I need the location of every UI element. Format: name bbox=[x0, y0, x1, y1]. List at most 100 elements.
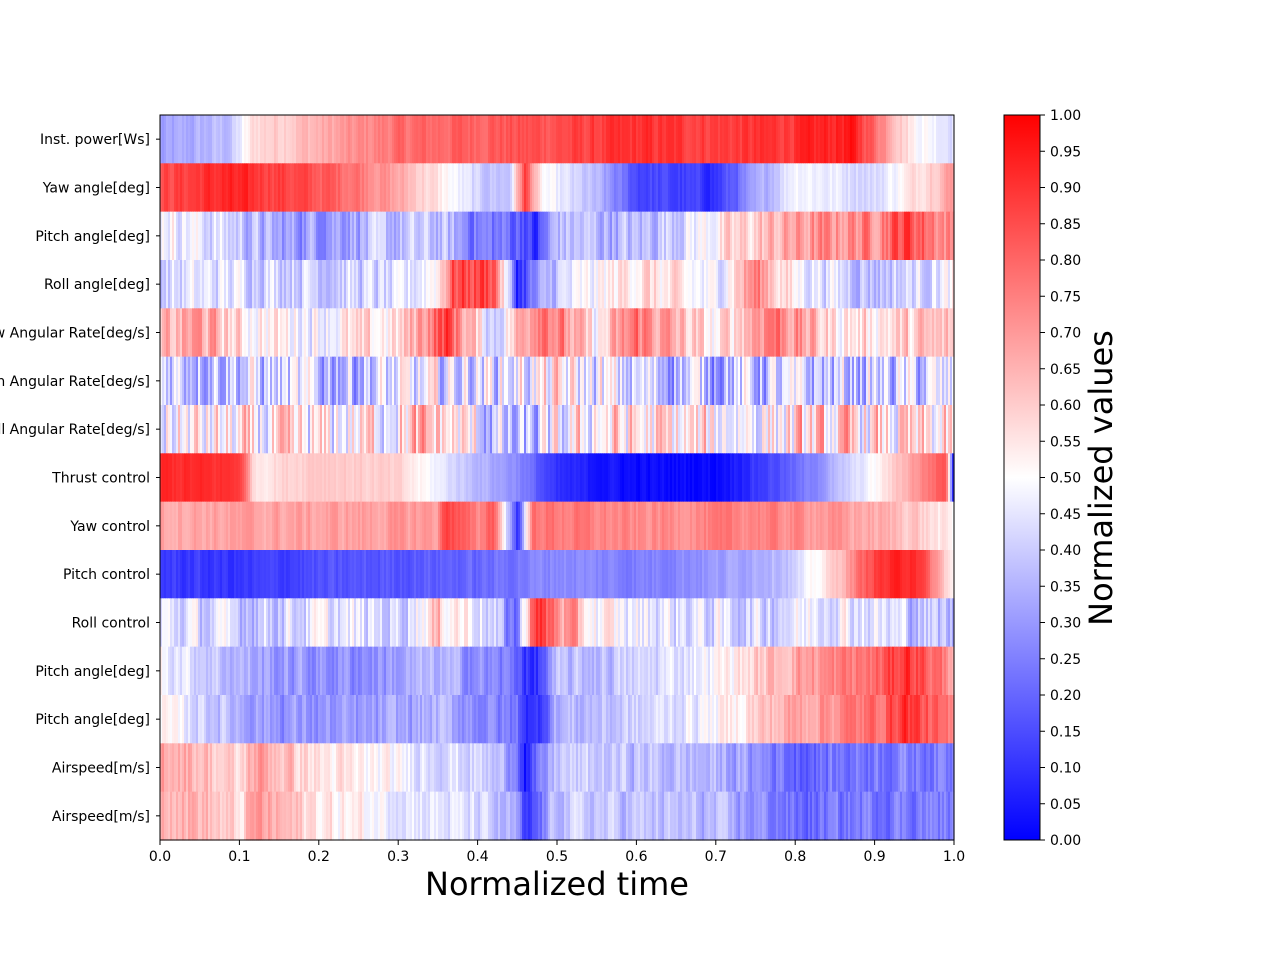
heatmap-cell bbox=[630, 308, 633, 358]
heatmap-cell bbox=[530, 405, 533, 454]
heatmap-cell bbox=[692, 501, 695, 551]
heatmap-cell bbox=[808, 405, 811, 454]
heatmap-cell bbox=[622, 598, 625, 648]
heatmap-cell bbox=[468, 501, 471, 551]
heatmap-cell bbox=[178, 115, 181, 164]
heatmap-cell bbox=[494, 405, 497, 454]
heatmap-cell bbox=[298, 598, 301, 648]
heatmap-cell bbox=[438, 163, 441, 213]
heatmap-cell bbox=[290, 308, 293, 358]
heatmap-cell bbox=[328, 356, 331, 406]
heatmap-cell bbox=[446, 453, 449, 503]
heatmap-cell bbox=[230, 308, 233, 358]
heatmap-cell bbox=[630, 453, 633, 503]
heatmap-cell bbox=[934, 211, 937, 261]
heatmap-cell bbox=[732, 598, 735, 648]
heatmap-cell bbox=[322, 550, 325, 599]
heatmap-cell bbox=[672, 453, 675, 503]
heatmap-cell bbox=[682, 115, 685, 164]
heatmap-cell bbox=[514, 405, 517, 454]
heatmap-cell bbox=[706, 115, 709, 164]
heatmap-cell bbox=[442, 211, 445, 261]
heatmap-cell bbox=[432, 501, 435, 551]
heatmap-cell bbox=[214, 453, 217, 503]
heatmap-cell bbox=[290, 115, 293, 164]
heatmap-cell bbox=[642, 163, 645, 213]
heatmap-cell bbox=[658, 260, 661, 309]
heatmap-cell bbox=[444, 211, 447, 261]
heatmap-cell bbox=[564, 211, 567, 261]
heatmap-cell bbox=[330, 550, 333, 599]
heatmap-cell bbox=[720, 163, 723, 213]
heatmap-cell bbox=[312, 598, 315, 648]
heatmap-cell bbox=[376, 163, 379, 213]
heatmap-cell bbox=[870, 163, 873, 213]
heatmap-cell bbox=[280, 646, 283, 696]
heatmap-cell bbox=[260, 115, 263, 164]
heatmap-cell bbox=[328, 598, 331, 648]
heatmap-cell bbox=[426, 260, 429, 309]
heatmap-cell bbox=[814, 405, 817, 454]
heatmap-cell bbox=[488, 646, 491, 696]
heatmap-cell bbox=[704, 163, 707, 213]
heatmap-cell bbox=[420, 163, 423, 213]
heatmap-cell bbox=[506, 405, 509, 454]
heatmap-cell bbox=[170, 308, 173, 358]
heatmap-cell bbox=[264, 405, 267, 454]
heatmap-cell bbox=[328, 308, 331, 358]
heatmap-cell bbox=[410, 501, 413, 551]
heatmap-cell bbox=[472, 598, 475, 648]
heatmap-cell bbox=[686, 405, 689, 454]
heatmap-cell bbox=[242, 211, 245, 261]
heatmap-cell bbox=[456, 308, 459, 358]
heatmap-cell bbox=[454, 308, 457, 358]
heatmap-cell bbox=[302, 598, 305, 648]
heatmap-cell bbox=[190, 550, 193, 599]
heatmap-cell bbox=[430, 598, 433, 648]
heatmap-cell bbox=[402, 646, 405, 696]
heatmap-cell bbox=[368, 115, 371, 164]
heatmap-cell bbox=[280, 308, 283, 358]
heatmap-cell bbox=[822, 453, 825, 503]
heatmap-cell bbox=[950, 356, 953, 406]
heatmap-cell bbox=[296, 598, 299, 648]
heatmap-cell bbox=[208, 453, 211, 503]
heatmap-cell bbox=[632, 115, 635, 164]
heatmap-cell bbox=[442, 260, 445, 309]
heatmap-cell bbox=[294, 260, 297, 309]
heatmap-cell bbox=[688, 211, 691, 261]
heatmap-cell bbox=[304, 163, 307, 213]
heatmap-cell bbox=[770, 501, 773, 551]
heatmap-cell bbox=[668, 163, 671, 213]
heatmap-cell bbox=[560, 115, 563, 164]
heatmap-cell bbox=[412, 550, 415, 599]
heatmap-cell bbox=[232, 501, 235, 551]
heatmap-cell bbox=[826, 260, 829, 309]
heatmap-cell bbox=[274, 501, 277, 551]
heatmap-cell bbox=[516, 308, 519, 358]
heatmap-cell bbox=[478, 598, 481, 648]
heatmap-cell bbox=[820, 356, 823, 406]
heatmap-cell bbox=[280, 695, 283, 744]
heatmap-cell bbox=[336, 211, 339, 261]
heatmap-cell bbox=[910, 501, 913, 551]
heatmap-cell bbox=[842, 646, 845, 696]
heatmap-cell bbox=[346, 115, 349, 164]
heatmap-cell bbox=[902, 356, 905, 406]
heatmap-cell bbox=[768, 405, 771, 454]
heatmap-cell bbox=[940, 646, 943, 696]
heatmap-cell bbox=[594, 308, 597, 358]
heatmap-cell bbox=[794, 260, 797, 309]
heatmap-cell bbox=[368, 405, 371, 454]
heatmap-cell bbox=[838, 405, 841, 454]
heatmap-cell bbox=[864, 453, 867, 503]
heatmap-cell bbox=[482, 695, 485, 744]
heatmap-cell bbox=[408, 260, 411, 309]
heatmap-cell bbox=[376, 550, 379, 599]
heatmap-cell bbox=[786, 501, 789, 551]
heatmap-cell bbox=[328, 115, 331, 164]
heatmap-cell bbox=[574, 405, 577, 454]
heatmap-cell bbox=[790, 115, 793, 164]
heatmap-cell bbox=[818, 598, 821, 648]
heatmap-cell bbox=[416, 115, 419, 164]
